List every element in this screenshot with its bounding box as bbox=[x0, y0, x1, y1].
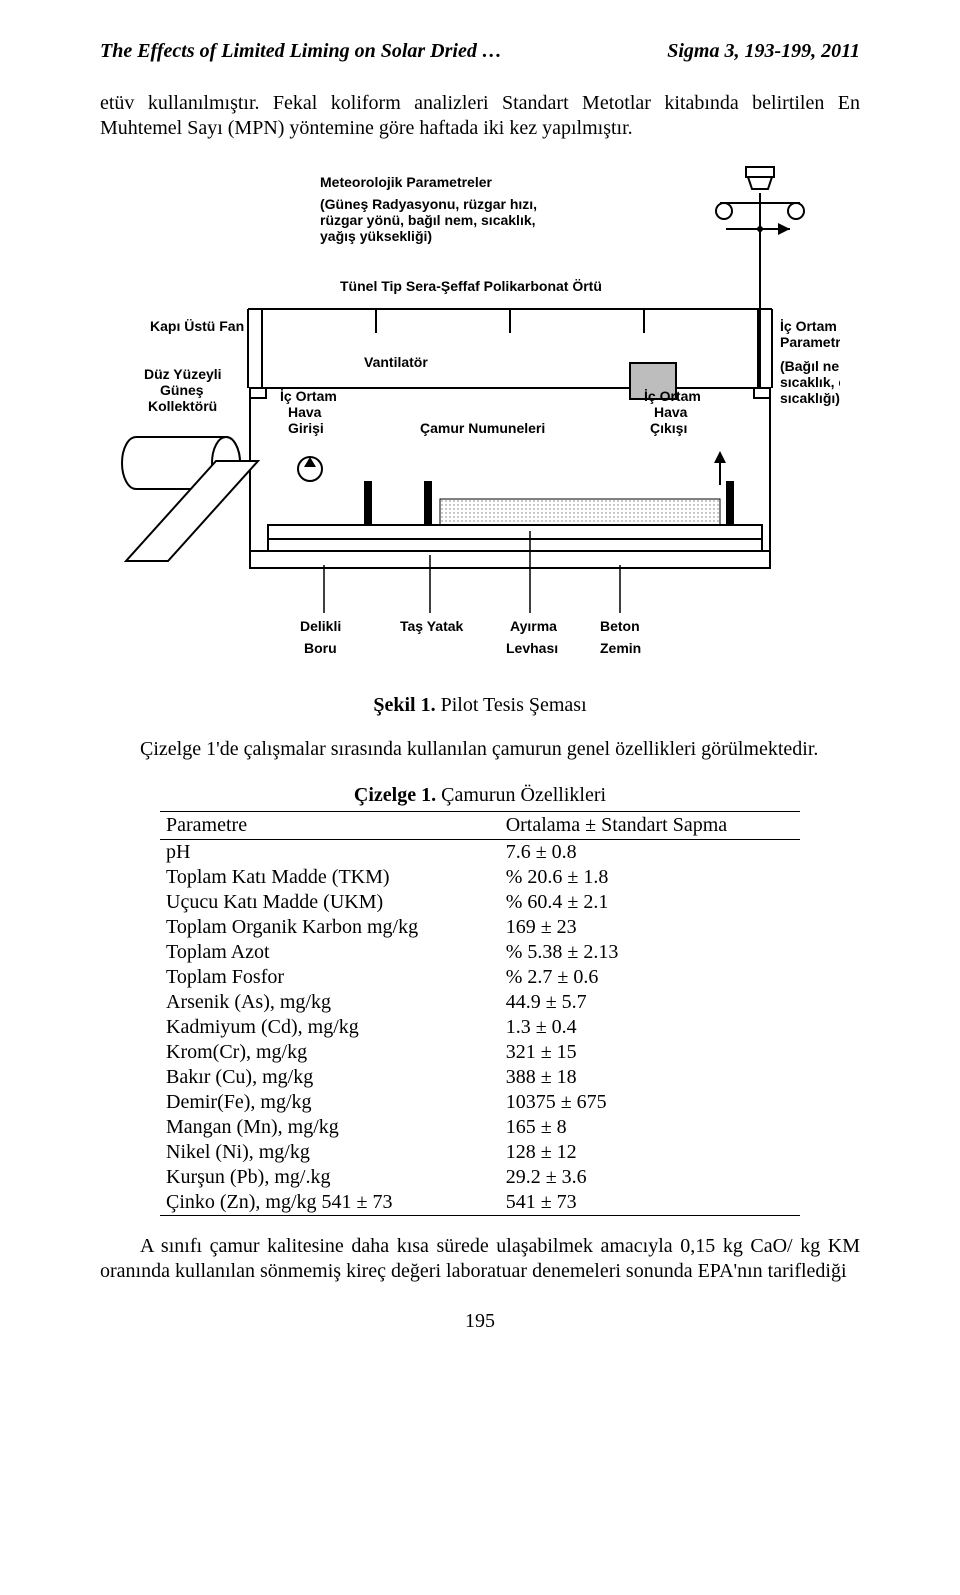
table-cell-param: Çinko (Zn), mg/kg 541 ± 73 bbox=[160, 1190, 500, 1216]
table-cell-param: Mangan (Mn), mg/kg bbox=[160, 1115, 500, 1140]
table-cell-value: 321 ± 15 bbox=[500, 1040, 800, 1065]
table-row: Arsenik (As), mg/kg44.9 ± 5.7 bbox=[160, 990, 800, 1015]
table-cell-value: 1.3 ± 0.4 bbox=[500, 1015, 800, 1040]
label-bottom-2: Taş Yatak bbox=[400, 618, 464, 634]
table-row: Nikel (Ni), mg/kg128 ± 12 bbox=[160, 1140, 800, 1165]
table-cell-param: Toplam Katı Madde (TKM) bbox=[160, 865, 500, 890]
label-ventilator: Vantilatör bbox=[364, 354, 428, 370]
table-row: Kurşun (Pb), mg/.kg29.2 ± 3.6 bbox=[160, 1165, 800, 1190]
table-row: Uçucu Katı Madde (UKM)% 60.4 ± 2.1 bbox=[160, 890, 800, 915]
table-cell-value: 165 ± 8 bbox=[500, 1115, 800, 1140]
table-cell-value: 44.9 ± 5.7 bbox=[500, 990, 800, 1015]
table-col-1: Parametre bbox=[160, 812, 500, 840]
label-air-out-2: Hava bbox=[654, 404, 688, 420]
sludge-properties-table: Çizelge 1. Çamurun Özellikleri Parametre… bbox=[160, 784, 800, 1216]
table-cell-param: Arsenik (As), mg/kg bbox=[160, 990, 500, 1015]
table-row: Mangan (Mn), mg/kg165 ± 8 bbox=[160, 1115, 800, 1140]
table-cell-param: Toplam Fosfor bbox=[160, 965, 500, 990]
table-row: Toplam Organik Karbon mg/kg169 ± 23 bbox=[160, 915, 800, 940]
table-cell-param: Kurşun (Pb), mg/.kg bbox=[160, 1165, 500, 1190]
table-row: Kadmiyum (Cd), mg/kg1.3 ± 0.4 bbox=[160, 1015, 800, 1040]
table-cell-value: 128 ± 12 bbox=[500, 1140, 800, 1165]
label-meteo-sub3: yağış yüksekliği) bbox=[320, 228, 432, 244]
table-cell-value: 169 ± 23 bbox=[500, 915, 800, 940]
label-meteo-sub1: (Güneş Radyasyonu, rüzgar hızı, bbox=[320, 196, 537, 212]
label-collector-3: Kollektörü bbox=[148, 398, 217, 414]
label-params-5: sıcaklığı) bbox=[780, 390, 840, 406]
table-row: Demir(Fe), mg/kg10375 ± 675 bbox=[160, 1090, 800, 1115]
header-left: The Effects of Limited Liming on Solar D… bbox=[100, 40, 502, 63]
figure-caption: Pilot Tesis Şeması bbox=[441, 694, 587, 716]
table-cell-value: % 20.6 ± 1.8 bbox=[500, 865, 800, 890]
table-cell-param: Demir(Fe), mg/kg bbox=[160, 1090, 500, 1115]
label-bottom-4b: Zemin bbox=[600, 640, 641, 656]
label-bottom-1b: Boru bbox=[304, 640, 337, 656]
table-cell-value: 7.6 ± 0.8 bbox=[500, 840, 800, 866]
table-cell-value: % 2.7 ± 0.6 bbox=[500, 965, 800, 990]
table-cell-param: Uçucu Katı Madde (UKM) bbox=[160, 890, 500, 915]
label-params-1: İç Ortam bbox=[780, 318, 837, 334]
table-col-2: Ortalama ± Standart Sapma bbox=[500, 812, 800, 840]
table-cell-value: 388 ± 18 bbox=[500, 1065, 800, 1090]
label-air-in-3: Girişi bbox=[288, 420, 324, 436]
table-row: Çinko (Zn), mg/kg 541 ± 73541 ± 73 bbox=[160, 1190, 800, 1216]
label-meteo-sub2: rüzgar yönü, bağıl nem, sıcaklık, bbox=[320, 212, 536, 228]
label-bottom-3a: Ayırma bbox=[510, 618, 557, 634]
table-cell-value: 10375 ± 675 bbox=[500, 1090, 800, 1115]
label-sludge: Çamur Numuneleri bbox=[420, 420, 545, 436]
page-number: 195 bbox=[100, 1310, 860, 1333]
table-row: Toplam Katı Madde (TKM)% 20.6 ± 1.8 bbox=[160, 865, 800, 890]
label-tunnel: Tünel Tip Sera-Şeffaf Polikarbonat Örtü bbox=[340, 278, 602, 294]
table-cell-param: Bakır (Cu), mg/kg bbox=[160, 1065, 500, 1090]
table-cell-value: 541 ± 73 bbox=[500, 1190, 800, 1216]
label-air-in-1: İç Ortam bbox=[280, 388, 337, 404]
table-cell-value: % 5.38 ± 2.13 bbox=[500, 940, 800, 965]
table-row: Krom(Cr), mg/kg321 ± 15 bbox=[160, 1040, 800, 1065]
label-params-4: sıcaklık, çamur bbox=[780, 374, 840, 390]
label-collector-2: Güneş bbox=[160, 382, 204, 398]
running-header: The Effects of Limited Liming on Solar D… bbox=[100, 40, 860, 63]
table-row: Bakır (Cu), mg/kg388 ± 18 bbox=[160, 1065, 800, 1090]
label-collector-1: Düz Yüzeyli bbox=[144, 366, 222, 382]
table-row: Toplam Fosfor% 2.7 ± 0.6 bbox=[160, 965, 800, 990]
label-air-out-3: Çıkışı bbox=[650, 420, 687, 436]
table-cell-param: Toplam Azot bbox=[160, 940, 500, 965]
label-air-in-2: Hava bbox=[288, 404, 322, 420]
table-cell-param: pH bbox=[160, 840, 500, 866]
header-right: Sigma 3, 193-199, 2011 bbox=[667, 40, 860, 63]
paragraph-2: Çizelge 1'de çalışmalar sırasında kullan… bbox=[100, 737, 860, 762]
label-bottom-1a: Delikli bbox=[300, 618, 341, 634]
table-cell-value: 29.2 ± 3.6 bbox=[500, 1165, 800, 1190]
paragraph-1: etüv kullanılmıştır. Fekal koliform anal… bbox=[100, 91, 860, 141]
table-row: pH7.6 ± 0.8 bbox=[160, 840, 800, 866]
table-cell-param: Toplam Organik Karbon mg/kg bbox=[160, 915, 500, 940]
label-bottom-4a: Beton bbox=[600, 618, 640, 634]
label-meteo-title: Meteorolojik Parametreler bbox=[320, 174, 493, 190]
table-cell-param: Krom(Cr), mg/kg bbox=[160, 1040, 500, 1065]
table-cell-param: Nikel (Ni), mg/kg bbox=[160, 1140, 500, 1165]
paragraph-3: A sınıfı çamur kalitesine daha kısa süre… bbox=[100, 1234, 860, 1284]
label-fan: Kapı Üstü Fan bbox=[150, 318, 244, 334]
table-cell-value: % 60.4 ± 2.1 bbox=[500, 890, 800, 915]
label-bottom-3b: Levhası bbox=[506, 640, 558, 656]
pilot-plant-diagram: Meteorolojik Parametreler (Güneş Radyasy… bbox=[120, 163, 840, 717]
label-params-3: (Bağıl nem, bbox=[780, 358, 840, 374]
table-row: Toplam Azot% 5.38 ± 2.13 bbox=[160, 940, 800, 965]
label-air-out-1: İç Ortam bbox=[644, 388, 701, 404]
table-cell-param: Kadmiyum (Cd), mg/kg bbox=[160, 1015, 500, 1040]
label-params-2: Parametreleri bbox=[780, 334, 840, 350]
